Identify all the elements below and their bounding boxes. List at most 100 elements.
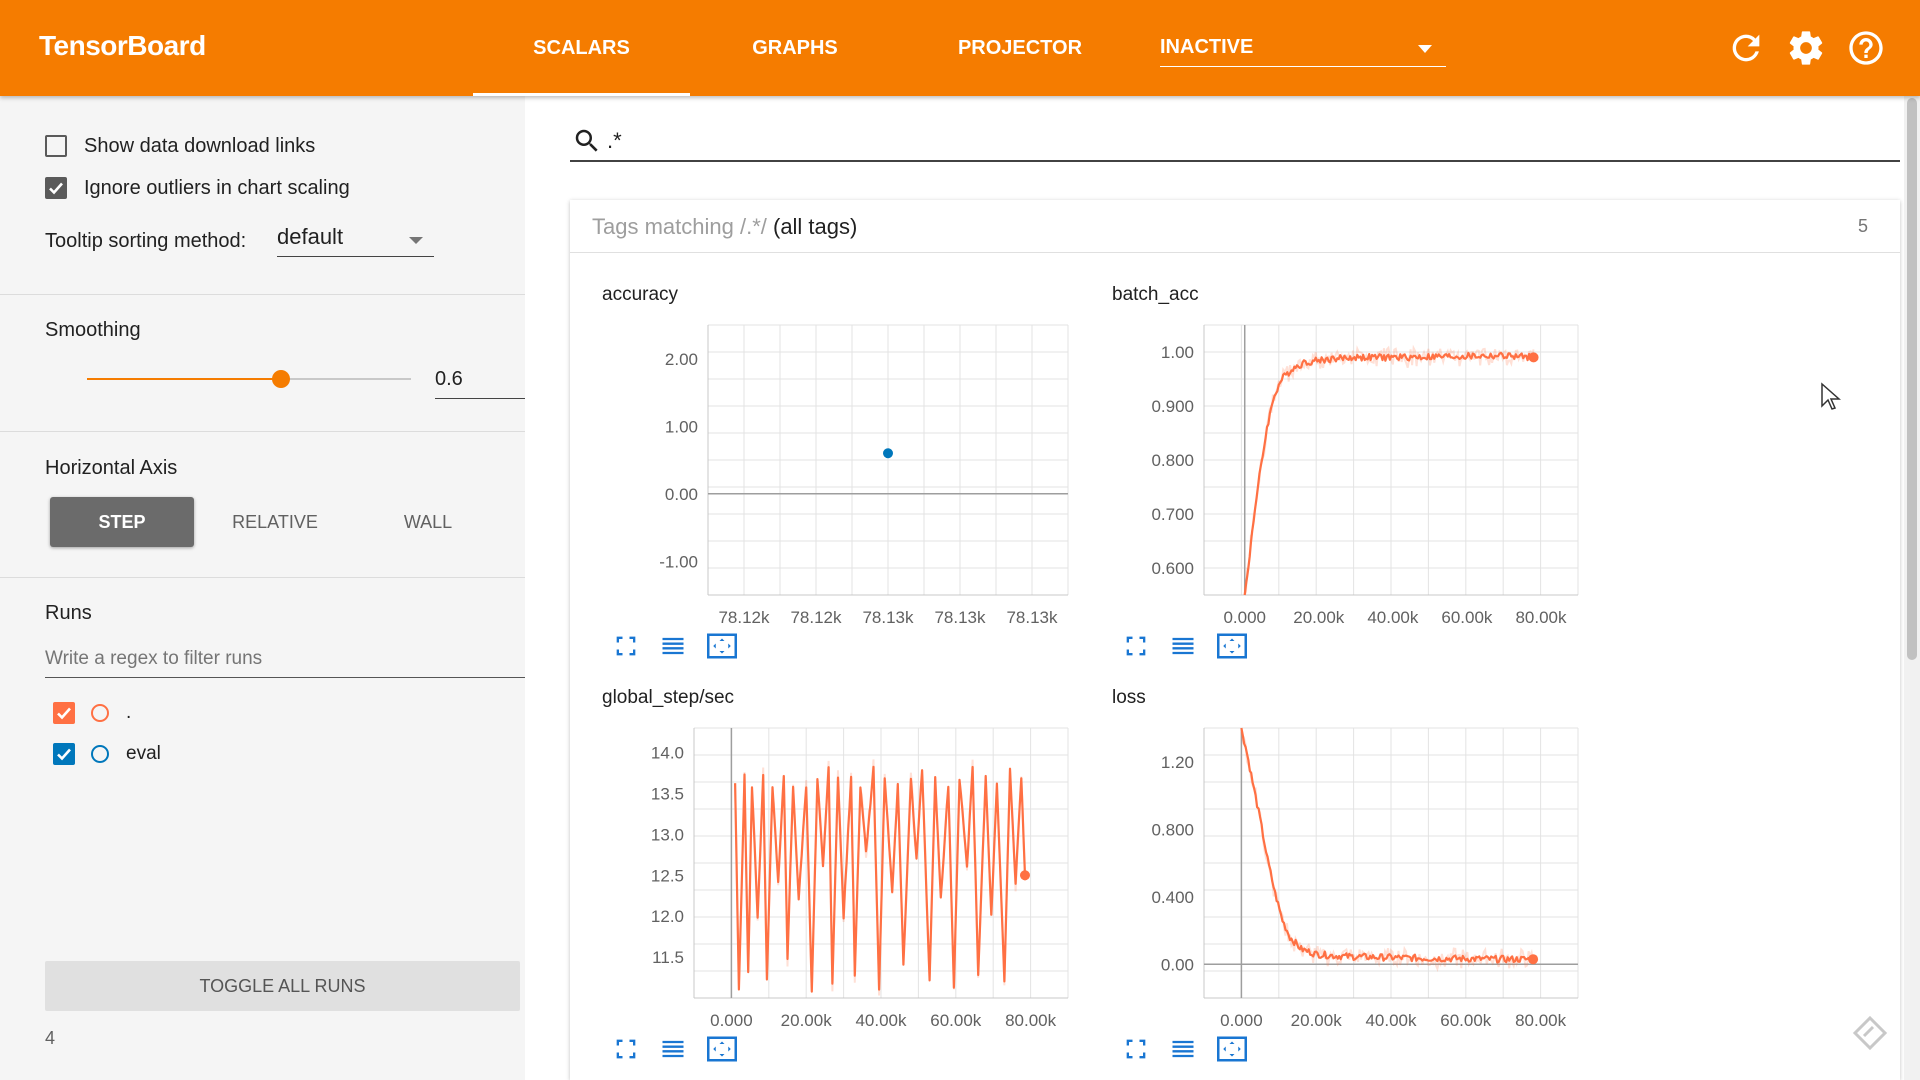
fullscreen-icon[interactable] xyxy=(612,632,640,660)
series-line[interactable] xyxy=(1240,727,1534,964)
series-line[interactable] xyxy=(734,765,1027,993)
smoothing-value: 0.6 xyxy=(435,368,463,390)
ignore-outliers-label: Ignore outliers in chart scaling xyxy=(84,177,350,199)
series-line[interactable] xyxy=(1243,351,1535,596)
y-tick-label: 1.00 xyxy=(1161,343,1194,362)
smoothing-slider-handle[interactable] xyxy=(272,370,291,388)
fullscreen-icon[interactable] xyxy=(1122,1035,1150,1063)
y-tick-label: 14.0 xyxy=(651,744,684,763)
series-end-point[interactable] xyxy=(1019,870,1030,881)
tags-pattern: /.*/ xyxy=(739,214,767,239)
x-tick-label: 80.00k xyxy=(1515,608,1567,625)
run-color-swatch[interactable] xyxy=(91,704,109,722)
tab-label: SCALARS xyxy=(533,37,630,59)
x-tick-label: 20.00k xyxy=(781,1011,833,1028)
y-tick-label: 0.900 xyxy=(1151,397,1194,416)
inactive-plugins-dropdown[interactable]: INACTIVE xyxy=(1160,30,1446,67)
fit-domain-icon[interactable] xyxy=(705,631,739,661)
y-tick-label: 0.00 xyxy=(665,485,698,504)
x-tick-label: 60.00k xyxy=(1440,1011,1492,1028)
runs-label: Runs xyxy=(45,602,92,624)
footer-count: 4 xyxy=(45,1028,56,1048)
run-checkbox-dot[interactable] xyxy=(53,702,75,724)
y-tick-label: 0.600 xyxy=(1151,559,1194,578)
list-icon[interactable] xyxy=(658,1035,688,1063)
x-tick-label: 20.00k xyxy=(1293,608,1345,625)
run-name: . xyxy=(126,702,132,723)
x-tick-label: 80.00k xyxy=(1005,1011,1057,1028)
chart-title-loss: loss xyxy=(1112,687,1146,708)
fullscreen-icon[interactable] xyxy=(1122,632,1150,660)
data-point[interactable] xyxy=(883,448,893,459)
tooltip-sort-select[interactable]: default xyxy=(277,222,434,257)
x-tick-label: 78.12k xyxy=(790,608,842,625)
horizontal-axis-label: Horizontal Axis xyxy=(45,457,178,479)
list-icon[interactable] xyxy=(1168,1035,1198,1063)
series-end-point[interactable] xyxy=(1528,352,1539,363)
series-end-point[interactable] xyxy=(1528,954,1539,965)
smoothing-slider-fill xyxy=(87,378,282,380)
mouse-cursor-icon xyxy=(1821,382,1841,410)
run-filter-input[interactable]: Write a regex to filter runs xyxy=(45,641,525,678)
run-name: eval xyxy=(126,743,161,764)
tab-projector[interactable]: PROJECTOR xyxy=(920,0,1120,96)
chart-title-batch-acc: batch_acc xyxy=(1112,284,1199,305)
chart-batch-acc[interactable]: 1.00 0.900 0.800 0.700 0.600 0.000 20.00k 40.00… xyxy=(1110,315,1590,625)
y-tick-label: 13.0 xyxy=(651,825,684,844)
list-icon[interactable] xyxy=(658,632,688,660)
chevron-down-icon xyxy=(1418,45,1432,53)
search-value: .* xyxy=(607,128,622,153)
tab-graphs[interactable]: GRAPHS xyxy=(700,0,890,96)
gear-icon[interactable] xyxy=(1786,28,1826,68)
tooltip-sort-value: default xyxy=(277,224,344,249)
x-tick-label: 78.13k xyxy=(862,608,914,625)
refresh-icon[interactable] xyxy=(1726,28,1766,68)
x-tick-label: 0.000 xyxy=(710,1011,753,1028)
sidebar: Show data download links Ignore outliers… xyxy=(0,96,525,1080)
axis-relative-button[interactable]: RELATIVE xyxy=(232,512,318,532)
toggle-all-runs-button[interactable]: TOGGLE ALL RUNS xyxy=(45,961,520,1011)
fullscreen-icon[interactable] xyxy=(612,1035,640,1063)
tag-group-card: Tags matching /.*/ (all tags) 5 accuracy… xyxy=(570,200,1900,1080)
y-tick-label: 0.00 xyxy=(1161,955,1194,974)
fit-domain-icon[interactable] xyxy=(1215,1034,1249,1064)
tags-matching-label: Tags matching /.*/ (all tags) xyxy=(592,214,857,240)
smoothing-slider[interactable] xyxy=(87,370,411,388)
chart-global-step-sec[interactable]: 14.0 13.5 13.0 12.5 12.0 11.5 0.000 20.00k 40.00… xyxy=(600,718,1080,1028)
tags-suffix: (all tags) xyxy=(766,214,858,239)
y-tick-label: 0.800 xyxy=(1151,451,1194,470)
show-download-links-label: Show data download links xyxy=(84,135,316,157)
search-icon xyxy=(575,129,598,152)
chart-title-global-step-sec: global_step/sec xyxy=(602,687,735,708)
y-tick-label: 2.00 xyxy=(665,350,698,369)
raw-series-line xyxy=(1240,731,1535,973)
show-download-links-checkbox[interactable] xyxy=(45,135,67,157)
axis-wall-button[interactable]: WALL xyxy=(403,512,453,532)
run-checkbox-eval[interactable] xyxy=(53,743,75,765)
x-tick-label: 78.13k xyxy=(1006,608,1058,625)
fit-domain-icon[interactable] xyxy=(705,1034,739,1064)
divider xyxy=(0,431,525,432)
tag-search-input[interactable]: .* xyxy=(570,118,1900,162)
scrollbar[interactable] xyxy=(1904,96,1920,1080)
x-tick-label: 60.00k xyxy=(1441,608,1493,625)
run-color-swatch[interactable] xyxy=(91,745,109,763)
axis-step-button[interactable]: STEP xyxy=(50,497,194,547)
x-tick-label: 78.13k xyxy=(934,608,986,625)
fit-domain-icon[interactable] xyxy=(1215,631,1249,661)
scrollbar-thumb[interactable] xyxy=(1907,98,1917,660)
y-tick-label: 1.00 xyxy=(665,417,698,436)
feedback-icon[interactable] xyxy=(1852,1015,1888,1051)
x-tick-label: 40.00k xyxy=(855,1011,907,1028)
ignore-outliers-checkbox[interactable] xyxy=(45,177,67,199)
y-tick-label: 0.700 xyxy=(1151,505,1194,524)
chart-loss[interactable]: 1.20 0.800 0.400 0.00 0.000 20.00k 40.00k 60.00… xyxy=(1110,718,1590,1028)
tab-scalars[interactable]: SCALARS xyxy=(473,0,690,96)
help-icon[interactable] xyxy=(1846,28,1886,68)
smoothing-input[interactable]: 0.6 xyxy=(435,362,525,399)
list-icon[interactable] xyxy=(1168,632,1198,660)
tag-group-header[interactable]: Tags matching /.*/ (all tags) 5 xyxy=(570,200,1900,253)
y-tick-label: -1.00 xyxy=(659,552,698,571)
x-tick-label: 40.00k xyxy=(1367,608,1419,625)
chart-accuracy[interactable]: 2.00 1.00 0.00 -1.00 78.12k 78.12k 78.13k 78.13… xyxy=(600,315,1080,625)
